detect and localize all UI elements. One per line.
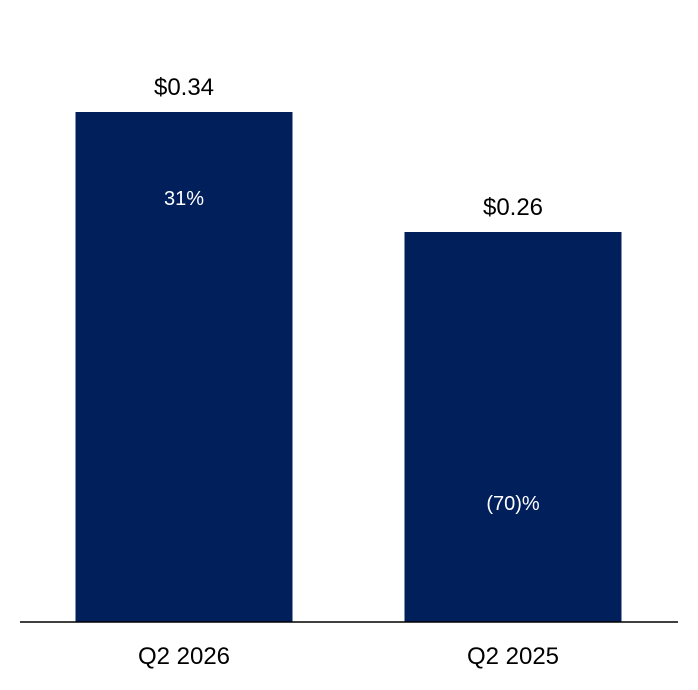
change-label-1: 31% (164, 188, 204, 210)
x-tick-label-1: Q2 2026 (138, 643, 230, 670)
value-label-1: $0.34 (154, 74, 214, 101)
bar-1 (75, 112, 293, 622)
change-label-2: (70)% (486, 493, 540, 515)
x-tick-label-2: Q2 2025 (467, 643, 559, 670)
bars-layer (75, 112, 622, 622)
value-label-2: $0.26 (483, 194, 543, 221)
labels-layer: $0.34 31% Q2 2026 $0.26 (70)% Q2 2025 (138, 74, 559, 670)
bar-2 (404, 232, 622, 622)
